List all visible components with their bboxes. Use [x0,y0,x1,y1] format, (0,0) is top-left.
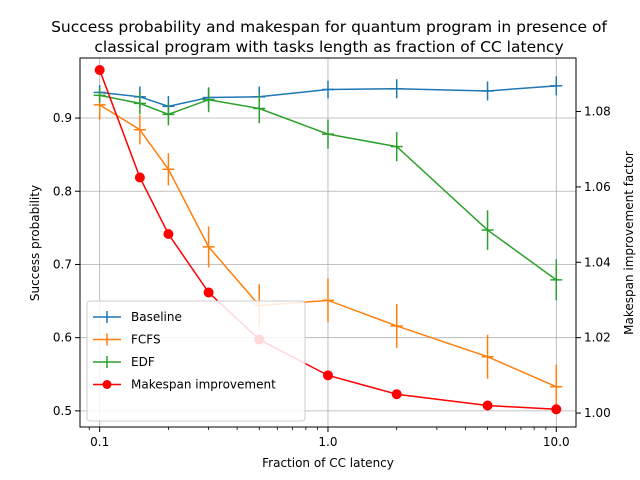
chart-title-line-1: Success probability and makespan for qua… [51,18,607,36]
legend-item-makespan-improvement: Makespan improvement [93,378,276,392]
series-edf [93,87,563,301]
y-tick-label-3: 0.8 [53,184,72,198]
y-tick-label-1: 0.6 [53,331,72,345]
y-axis-label: Success probability [28,185,42,301]
legend-box [86,300,306,422]
marker-makespan-improvement-0 [94,65,105,76]
marker-makespan-improvement-7 [482,400,493,411]
marker-makespan-improvement-5 [322,370,333,381]
y2-tick-label-3: 1.06 [584,180,611,194]
y2-tick-label-1: 1.02 [584,331,611,345]
marker-makespan-improvement-3 [203,287,214,298]
x-tick-label-0: 0.1 [90,435,109,449]
legend-marker-makespan-improvement [102,380,112,389]
legend-label-baseline: Baseline [131,310,182,324]
x-tick-label-1: 1.0 [318,435,337,449]
y-tick-label-0: 0.5 [53,404,72,418]
chart-title-line-2: classical program with tasks length as f… [94,38,563,56]
legend-item-edf: EDF [93,355,155,369]
legend-label-makespan-improvement: Makespan improvement [131,378,276,392]
y2-tick-label-2: 1.04 [584,255,611,269]
marker-makespan-improvement-6 [391,389,402,400]
legend-label-edf: EDF [131,355,155,369]
marker-makespan-improvement-8 [551,404,562,415]
y-axis-right: 1.00 1.02 1.04 1.06 1.08 [576,105,611,420]
x-axis: 0.1 1.0 10.0 [88,427,570,449]
x-axis-label: Fraction of CC latency [262,456,394,470]
y-tick-label-2: 0.7 [53,257,72,271]
y-axis-left: 0.5 0.6 0.7 0.8 0.9 [53,111,80,418]
marker-makespan-improvement-2 [163,229,174,240]
y2-axis-label: Makespan improvement factor [622,151,636,335]
legend-item-baseline: Baseline [93,310,182,324]
legend-item-fcfs: FCFS [93,333,161,347]
y2-tick-label-4: 1.08 [584,105,611,119]
y2-tick-label-0: 1.00 [584,406,611,420]
y-tick-label-4: 0.9 [53,111,72,125]
legend: Baseline FCFS EDF Makespan improvement [86,300,306,422]
legend-label-fcfs: FCFS [131,333,161,347]
x-tick-label-2: 10.0 [543,435,570,449]
marker-makespan-improvement-1 [134,172,145,183]
